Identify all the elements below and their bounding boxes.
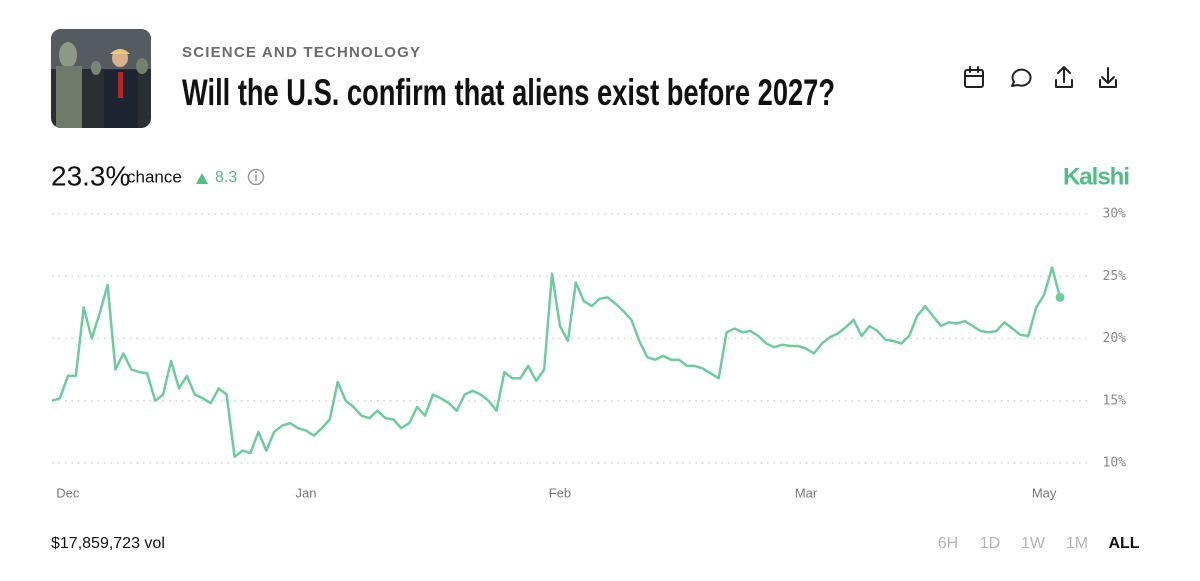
range-selector: 6H 1D 1W 1M ALL [938,535,1140,552]
range-button[interactable]: 1D [980,535,1000,552]
brand-logo: Kalshi [1063,163,1129,190]
download-icon[interactable] [1099,67,1117,88]
y-tick-label: 10% [1103,456,1127,471]
category: SCIENCE AND TECHNOLOGY [182,44,421,61]
volume: $17,859,723 vol [51,535,165,552]
x-tick-label: Feb [549,485,571,500]
x-tick-label: May [1032,485,1057,500]
change: 8.3 [215,169,237,186]
range-button[interactable]: 1W [1021,535,1046,552]
info-icon[interactable] [247,168,265,186]
thumbnail [51,29,151,128]
x-tick-label: Jan [295,485,316,500]
y-tick-label: 20% [1103,331,1127,346]
probability-word: chance [127,167,182,186]
range-button[interactable]: 1M [1066,535,1088,552]
end-dot [1055,292,1065,302]
comment-icon[interactable] [1011,68,1032,87]
share-icon[interactable] [1055,66,1073,88]
price-line [51,266,1062,459]
y-tick-label: 15% [1103,393,1127,408]
calendar-icon[interactable] [964,66,984,88]
market-title: Will the U.S. confirm that aliens exist … [182,72,835,113]
y-tick-label: 30% [1103,207,1127,222]
plot: 10% 15% 20% 25% 30% Dec Jan Feb Mar May [51,207,1127,500]
y-tick-label: 25% [1103,269,1127,284]
range-button[interactable]: ALL [1108,535,1139,552]
change-arrow [196,173,208,184]
x-tick-label: Mar [795,485,818,500]
x-tick-label: Dec [56,485,80,500]
probability: 23.3% [51,160,130,191]
range-button[interactable]: 6H [938,535,958,552]
